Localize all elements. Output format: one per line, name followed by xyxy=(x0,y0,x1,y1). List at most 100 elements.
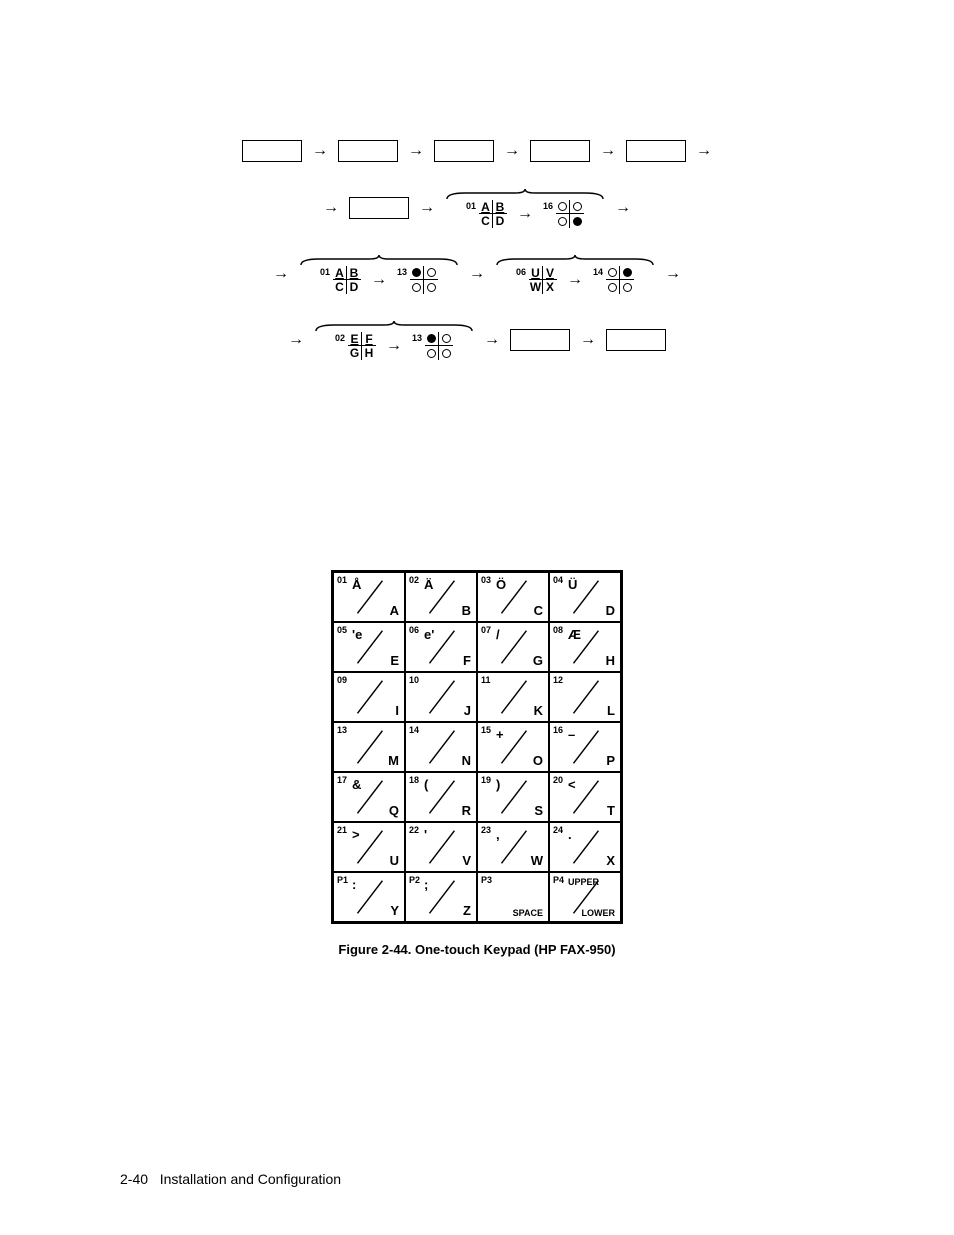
keypad-key[interactable]: 24.X xyxy=(549,822,621,872)
key-slash-icon xyxy=(478,723,548,771)
key-slash-icon xyxy=(550,673,620,721)
arrow-icon: → xyxy=(323,200,339,216)
keypad-key[interactable]: 02ÄB xyxy=(405,572,477,622)
quad-cell: U xyxy=(529,266,543,280)
arrow-icon: → xyxy=(288,332,304,348)
brace-group: 01 A B C D → 13 xyxy=(299,254,459,294)
keypad-key[interactable]: 12L xyxy=(549,672,621,722)
key-slash-icon xyxy=(406,773,476,821)
key-slash-icon xyxy=(334,673,404,721)
page-number: 2-40 xyxy=(120,1171,148,1187)
arrow-icon: → xyxy=(567,272,583,288)
page: → → → → → → → 01 A xyxy=(0,0,954,1235)
key-slash-icon xyxy=(334,873,404,921)
keypad-key[interactable]: P3 SPACE xyxy=(477,872,549,922)
key-number: 01 xyxy=(466,202,476,211)
brace-icon xyxy=(299,254,459,266)
quad-cell: F xyxy=(362,332,376,346)
flow-row-4: → 02 E F G H → xyxy=(120,320,834,360)
keypad-key[interactable]: 06e'F xyxy=(405,622,477,672)
key-quad: 02 E F G H xyxy=(335,332,376,360)
keypad-key[interactable]: 10J xyxy=(405,672,477,722)
key-slash-icon xyxy=(334,823,404,871)
quad-cell: H xyxy=(362,346,376,360)
flow-box xyxy=(626,140,686,162)
key-slash-icon xyxy=(478,773,548,821)
keypad-key[interactable]: 20<T xyxy=(549,772,621,822)
keypad-key[interactable]: P4UPPERLOWER xyxy=(549,872,621,922)
keypad-key[interactable]: 16–P xyxy=(549,722,621,772)
brace-icon xyxy=(495,254,655,266)
keypad-key[interactable]: 14N xyxy=(405,722,477,772)
arrow-icon: → xyxy=(312,143,328,159)
key-slash-icon xyxy=(406,873,476,921)
keypad-key[interactable]: 13M xyxy=(333,722,405,772)
brace-icon xyxy=(445,188,605,200)
flow-box xyxy=(349,197,409,219)
key-slash-icon xyxy=(334,623,404,671)
arrow-icon: → xyxy=(469,266,485,282)
quad-cell: B xyxy=(347,266,361,280)
key-lower-label: SPACE xyxy=(513,908,543,918)
key-slash-icon xyxy=(406,573,476,621)
arrow-icon: → xyxy=(386,338,402,354)
arrow-icon: → xyxy=(484,332,500,348)
arrow-icon: → xyxy=(600,143,616,159)
flow-box xyxy=(434,140,494,162)
quad-cell: A xyxy=(333,266,347,280)
quad-cell: W xyxy=(529,280,543,294)
arrow-icon: → xyxy=(696,143,712,159)
quad-cell: D xyxy=(493,214,507,228)
flow-box xyxy=(338,140,398,162)
keypad-key[interactable]: 05'eE xyxy=(333,622,405,672)
keypad-section: 01ÅA02ÄB03ÖC04ÜD 05'eE06e'F07/G08ÆH 09I10J… xyxy=(120,570,834,957)
quad-cell: B xyxy=(493,200,507,214)
arrow-icon: → xyxy=(273,266,289,282)
section-title: Installation and Configuration xyxy=(160,1171,341,1187)
keypad-key[interactable]: 04ÜD xyxy=(549,572,621,622)
keypad-key[interactable]: P1:Y xyxy=(333,872,405,922)
keypad-key[interactable]: 21>U xyxy=(333,822,405,872)
key-slash-icon xyxy=(550,823,620,871)
arrow-icon: → xyxy=(408,143,424,159)
key-slash-icon xyxy=(406,673,476,721)
one-touch-keypad: 01ÅA02ÄB03ÖC04ÜD 05'eE06e'F07/G08ÆH 09I10J… xyxy=(331,570,623,924)
keypad-key[interactable]: 22'V xyxy=(405,822,477,872)
arrow-icon: → xyxy=(419,200,435,216)
keypad-key[interactable]: 18(R xyxy=(405,772,477,822)
key-number: 16 xyxy=(543,202,553,211)
brace-group: 01 A B C D → 16 xyxy=(445,188,605,228)
quad-cell: C xyxy=(333,280,347,294)
flow-row-1: → → → → → xyxy=(120,140,834,162)
quad-cell: C xyxy=(479,214,493,228)
keypad-key[interactable]: 09I xyxy=(333,672,405,722)
brace-icon xyxy=(314,320,474,332)
key-slash-icon xyxy=(406,623,476,671)
keypad-key[interactable]: 15+O xyxy=(477,722,549,772)
flow-box xyxy=(242,140,302,162)
keypad-key[interactable]: 08ÆH xyxy=(549,622,621,672)
key-number: 02 xyxy=(335,334,345,343)
brace-group: 06 U V W X → 14 xyxy=(495,254,655,294)
keypad-key[interactable]: 03ÖC xyxy=(477,572,549,622)
quad-cell: D xyxy=(347,280,361,294)
key-slash-icon xyxy=(334,573,404,621)
key-number: 14 xyxy=(593,268,603,277)
keypad-key[interactable]: 19)S xyxy=(477,772,549,822)
key-slash-icon xyxy=(478,573,548,621)
key-quad: 06 U V W X xyxy=(516,266,557,294)
key-slash-icon xyxy=(334,773,404,821)
keypad-key[interactable]: P2;Z xyxy=(405,872,477,922)
quad-cell: X xyxy=(543,280,557,294)
key-slash-icon xyxy=(550,623,620,671)
quad-cell: E xyxy=(348,332,362,346)
keypad-key[interactable]: 07/G xyxy=(477,622,549,672)
key-slash-icon xyxy=(406,723,476,771)
key-number: 13 xyxy=(412,334,422,343)
keypad-key[interactable]: 23,W xyxy=(477,822,549,872)
key-number: P3 xyxy=(481,875,492,885)
arrow-icon: → xyxy=(371,272,387,288)
keypad-key[interactable]: 17&Q xyxy=(333,772,405,822)
keypad-key[interactable]: 11K xyxy=(477,672,549,722)
keypad-key[interactable]: 01ÅA xyxy=(333,572,405,622)
